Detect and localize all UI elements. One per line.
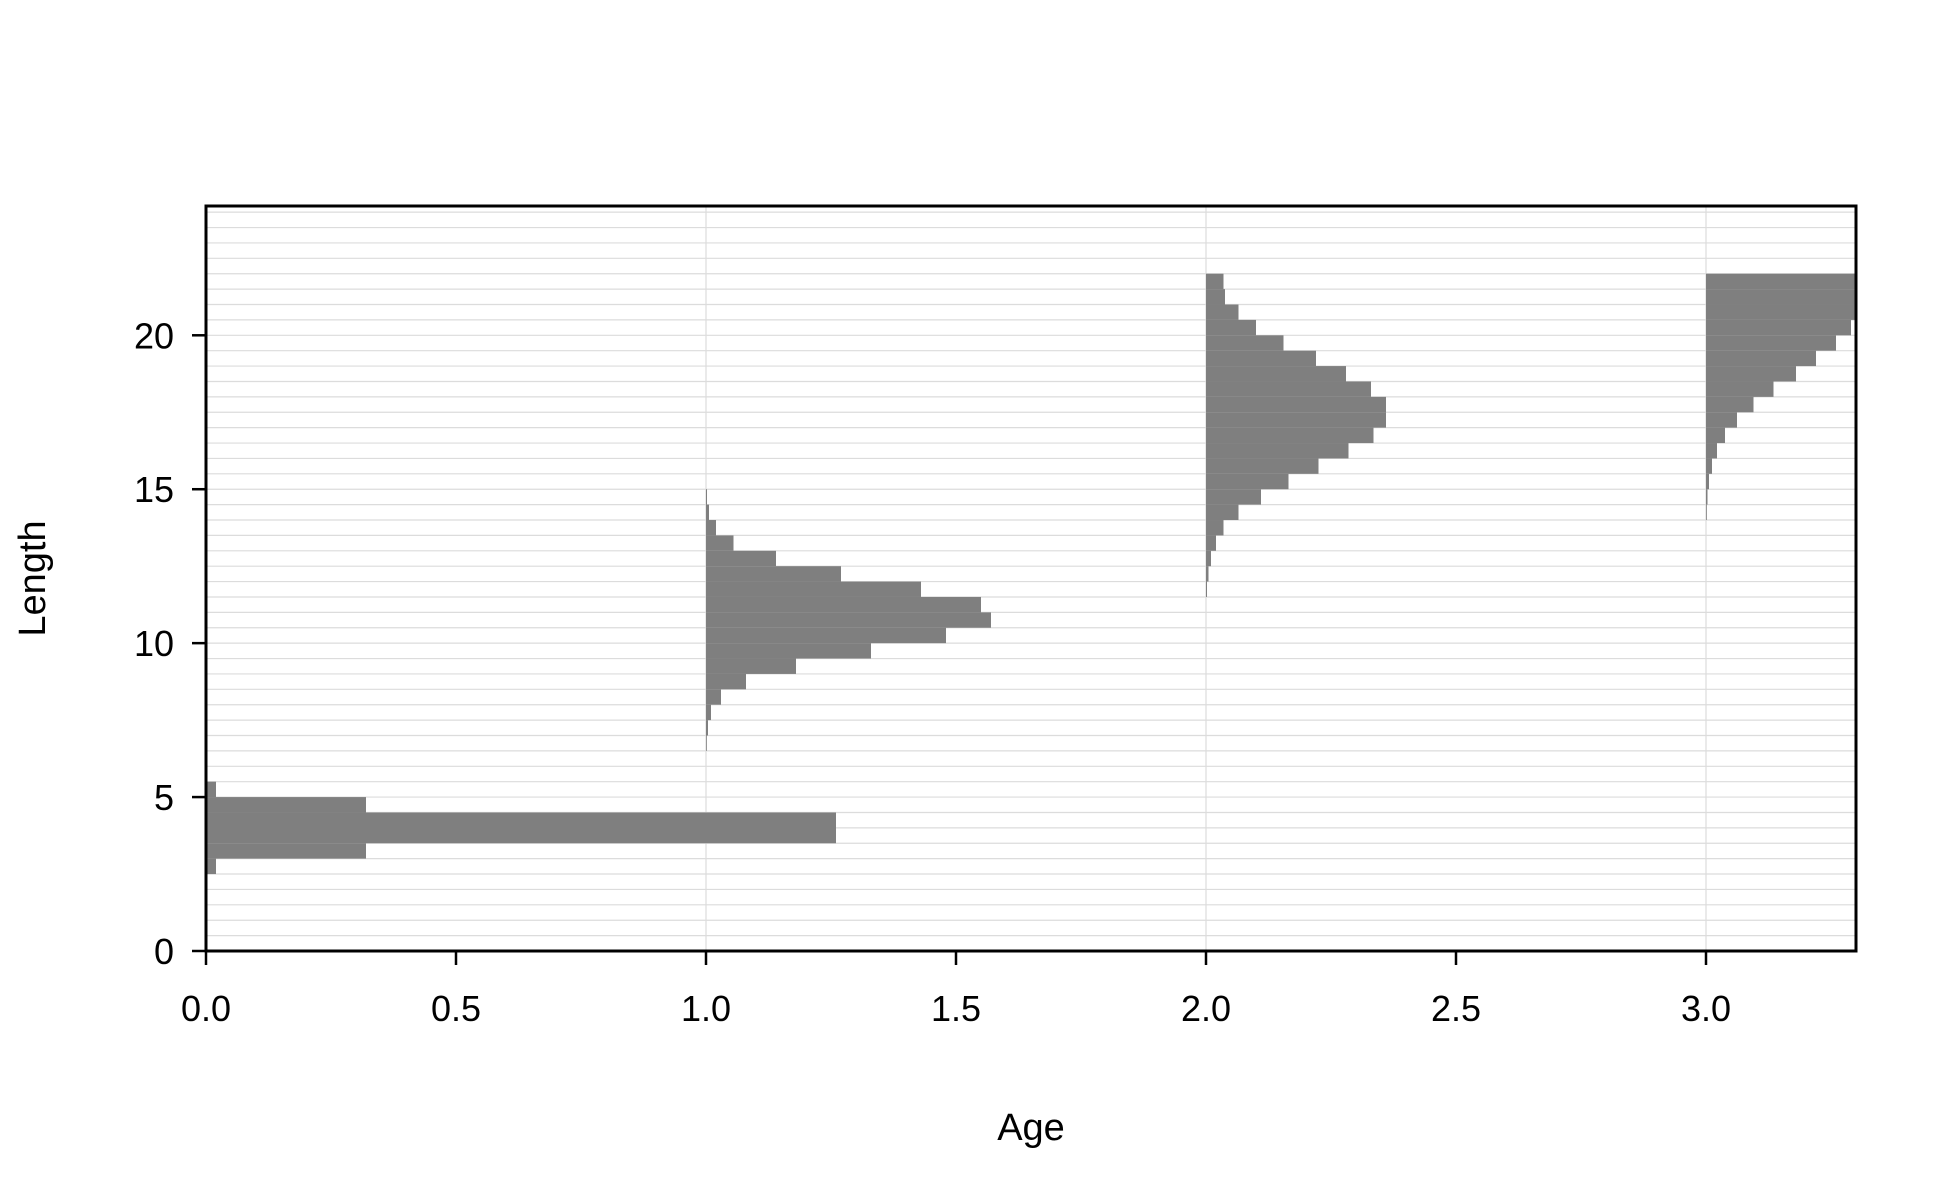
- histogram-bar-age-2: [1206, 381, 1371, 397]
- x-tick-label: 0.5: [431, 988, 481, 1029]
- x-tick-label: 0.0: [181, 988, 231, 1029]
- y-tick-label: 10: [134, 623, 174, 664]
- histogram-bar-age-2: [1206, 304, 1239, 320]
- y-tick-label: 5: [154, 777, 174, 818]
- histogram-bar-age-3: [1706, 273, 1856, 290]
- histogram-bars: [206, 273, 1856, 875]
- y-tick-label: 15: [134, 469, 174, 510]
- histogram-bar-age-1: [706, 566, 841, 582]
- histogram-bar-age-3: [1706, 504, 1707, 521]
- histogram-bar-age-1: [706, 627, 946, 644]
- histogram-bar-age-3: [1706, 396, 1754, 413]
- histogram-bar-age-2: [1206, 335, 1284, 351]
- histogram-bar-age-1: [706, 581, 921, 597]
- histogram-bar-age-3: [1706, 289, 1856, 305]
- histogram-bar-age-1: [706, 504, 709, 521]
- histogram-bar-age-1: [706, 643, 871, 659]
- histogram-bar-age-2: [1206, 489, 1261, 505]
- histogram-bar-age-3: [1706, 427, 1725, 444]
- histogram-bar-age-3: [1706, 366, 1796, 382]
- plot-frame: [204, 204, 1858, 953]
- histogram-bar-age-2: [1206, 520, 1224, 536]
- histogram-bar-age-0: [206, 812, 836, 844]
- histogram-bar-age-3: [1706, 412, 1737, 428]
- histogram-bar-age-2: [1206, 319, 1256, 336]
- histogram-bar-age-2: [1206, 473, 1289, 490]
- x-axis-title: Age: [997, 1107, 1065, 1149]
- histogram-bar-age-1: [706, 550, 776, 567]
- histogram-bar-age-1: [706, 489, 707, 505]
- histogram-bar-age-3: [1706, 350, 1816, 367]
- x-tick-label: 1.5: [931, 988, 981, 1029]
- histogram-bar-age-2: [1206, 273, 1224, 290]
- grid-lines: [206, 206, 1856, 951]
- histogram-bar-age-3: [1706, 335, 1836, 351]
- histogram-bar-age-2: [1206, 535, 1216, 551]
- histogram-bar-age-0: [206, 781, 216, 798]
- histogram-bar-age-2: [1206, 443, 1349, 459]
- histogram-bar-age-2: [1206, 581, 1207, 597]
- histogram-bar-age-2: [1206, 504, 1239, 521]
- histogram-bar-age-3: [1706, 443, 1717, 459]
- histogram-bar-age-3: [1706, 319, 1851, 336]
- histogram-bar-age-2: [1206, 396, 1386, 413]
- x-tick-label: 2.0: [1181, 988, 1231, 1029]
- histogram-bar-age-1: [706, 720, 708, 736]
- histogram-bar-age-0: [206, 797, 366, 813]
- histogram-bar-age-3: [1706, 473, 1709, 490]
- histogram-bar-age-2: [1206, 550, 1211, 567]
- histogram-bar-age-0: [206, 843, 366, 859]
- histogram-bar-age-1: [706, 520, 716, 536]
- histogram-bar-age-2: [1206, 350, 1316, 367]
- y-axis-title: Length: [12, 520, 54, 636]
- histogram-bar-age-1: [706, 673, 746, 690]
- x-tick-label: 2.5: [1431, 988, 1481, 1029]
- histogram-bar-age-1: [706, 535, 734, 551]
- histogram-bar-age-2: [1206, 366, 1346, 382]
- y-tick-label: 0: [154, 931, 174, 972]
- histogram-bar-age-1: [706, 689, 721, 705]
- histogram-bar-age-2: [1206, 566, 1209, 582]
- histogram-bar-age-1: [706, 704, 711, 721]
- histogram-bar-age-3: [1706, 381, 1774, 397]
- histogram-bar-age-2: [1206, 289, 1225, 305]
- histogram-bar-age-3: [1706, 489, 1708, 505]
- histogram-bar-age-2: [1206, 458, 1319, 474]
- histogram-bar-age-0: [206, 858, 216, 875]
- histogram-bar-age-3: [1706, 458, 1712, 474]
- histogram-bar-age-3: [1706, 304, 1856, 320]
- y-tick-label: 20: [134, 315, 174, 356]
- histogram-bar-age-1: [706, 612, 991, 628]
- histogram-bar-age-2: [1206, 412, 1386, 428]
- x-tick-label: 3.0: [1681, 988, 1731, 1029]
- y-axis: 0 5 10 15 20: [134, 315, 206, 972]
- histogram-bar-age-1: [706, 658, 796, 674]
- x-axis: 0.0 0.5 1.0 1.5 2.0 2.5 3.0: [181, 951, 1731, 1029]
- histogram-bar-age-1: [706, 596, 981, 613]
- x-tick-label: 1.0: [681, 988, 731, 1029]
- histogram-bar-age-2: [1206, 427, 1374, 444]
- histogram-bar-age-1: [706, 735, 707, 751]
